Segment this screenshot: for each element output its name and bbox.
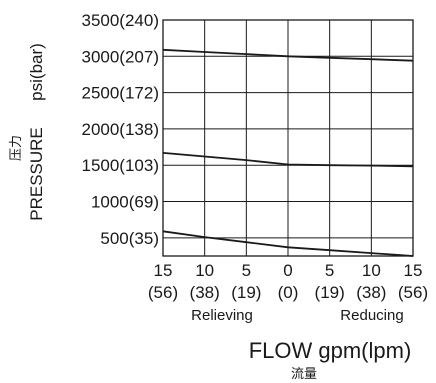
x-tick-label-gpm: 0 bbox=[283, 261, 292, 280]
series-line-2 bbox=[162, 152, 414, 168]
x-tick-label-lpm: (56) bbox=[148, 283, 178, 302]
y-tick-label: 2500(172) bbox=[81, 84, 159, 103]
x-tick-labels: 15 (56) 10 (38) 5 (19) 0 (0) 5 (19) 10 (38) 15 (56) bbox=[148, 261, 428, 302]
x-tick-label-gpm: 15 bbox=[154, 261, 173, 280]
x-tick-label-gpm: 15 bbox=[404, 261, 423, 280]
x-axis-label-cn: 流量 bbox=[291, 367, 317, 382]
region-label-reducing: Reducing bbox=[340, 307, 403, 324]
y-tick-label: 2000(138) bbox=[81, 120, 159, 139]
x-tick-label-lpm: (38) bbox=[356, 283, 386, 302]
y-tick-label: 1500(103) bbox=[81, 156, 159, 175]
x-tick-label-gpm: 5 bbox=[242, 261, 251, 280]
x-tick-label-gpm: 5 bbox=[325, 261, 334, 280]
x-tick-label-lpm: (0) bbox=[278, 283, 299, 302]
x-tick-label-gpm: 10 bbox=[362, 261, 381, 280]
y-axis-unit: psi(bar) bbox=[27, 43, 46, 101]
y-axis-label-cn: 压力 bbox=[9, 135, 24, 161]
y-tick-labels: 500(35) 1000(69) 1500(103) 2000(138) 2500(17… bbox=[81, 11, 159, 248]
x-tick-label-gpm: 10 bbox=[195, 261, 214, 280]
x-tick-label-lpm: (38) bbox=[190, 283, 220, 302]
x-tick-label-lpm: (19) bbox=[315, 283, 345, 302]
y-tick-label: 3000(207) bbox=[81, 47, 159, 66]
series-line-3 bbox=[162, 230, 414, 257]
y-tick-label: 1000(69) bbox=[91, 193, 159, 212]
x-tick-label-lpm: (56) bbox=[398, 283, 428, 302]
plot-frame bbox=[162, 19, 414, 257]
series-layer bbox=[162, 48, 414, 257]
region-label-relieving: Relieving bbox=[191, 307, 253, 324]
y-axis-label: PRESSURE bbox=[27, 127, 46, 221]
x-axis-label: FLOW gpm(lpm) bbox=[249, 338, 412, 363]
x-tick-label-lpm: (19) bbox=[231, 283, 261, 302]
series-line-1 bbox=[162, 48, 414, 62]
y-tick-label: 3500(240) bbox=[81, 11, 159, 30]
y-tick-label: 500(35) bbox=[100, 229, 159, 248]
